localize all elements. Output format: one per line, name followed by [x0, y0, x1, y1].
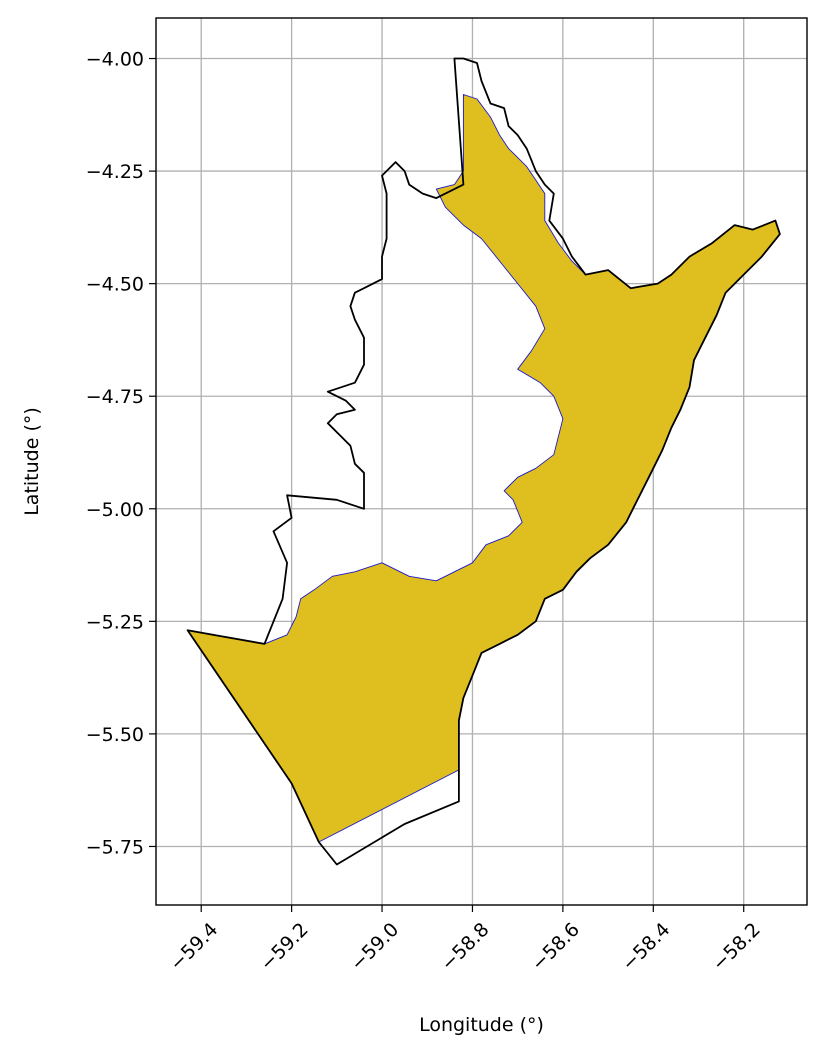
y-tick-label: −4.00 [86, 49, 144, 71]
x-ticks: −59.4 −59.2 −59.0 −58.8 −58.6 −58.4 −58.2 [166, 905, 765, 975]
x-tick-label: −59.2 [256, 919, 313, 976]
y-tick-label: −5.00 [86, 499, 144, 521]
x-tick-label: −58.4 [618, 919, 675, 976]
y-axis-label: Latitude (°) [21, 407, 43, 516]
x-axis-label: Longitude (°) [419, 1014, 544, 1036]
y-tick-label: −5.75 [86, 836, 144, 858]
x-tick-label: −59.4 [166, 919, 223, 976]
regions [186, 57, 781, 866]
y-tick-label: −4.75 [86, 386, 144, 408]
x-tick-label: −59.0 [346, 919, 403, 976]
y-tick-label: −5.25 [86, 611, 144, 633]
x-tick-label: −58.6 [527, 919, 584, 976]
y-ticks: −4.00 −4.25 −4.50 −4.75 −5.00 −5.25 −5.50 −5.75 [86, 49, 156, 858]
x-tick-label: −58.8 [437, 919, 494, 976]
y-tick-label: −5.50 [86, 724, 144, 746]
x-tick-label: −58.2 [708, 919, 765, 976]
filled-region [187, 94, 781, 843]
axes-frame [155, 17, 808, 906]
y-tick-label: −4.25 [86, 161, 144, 183]
boundary-outline [186, 57, 781, 866]
y-tick-label: −4.50 [86, 274, 144, 296]
